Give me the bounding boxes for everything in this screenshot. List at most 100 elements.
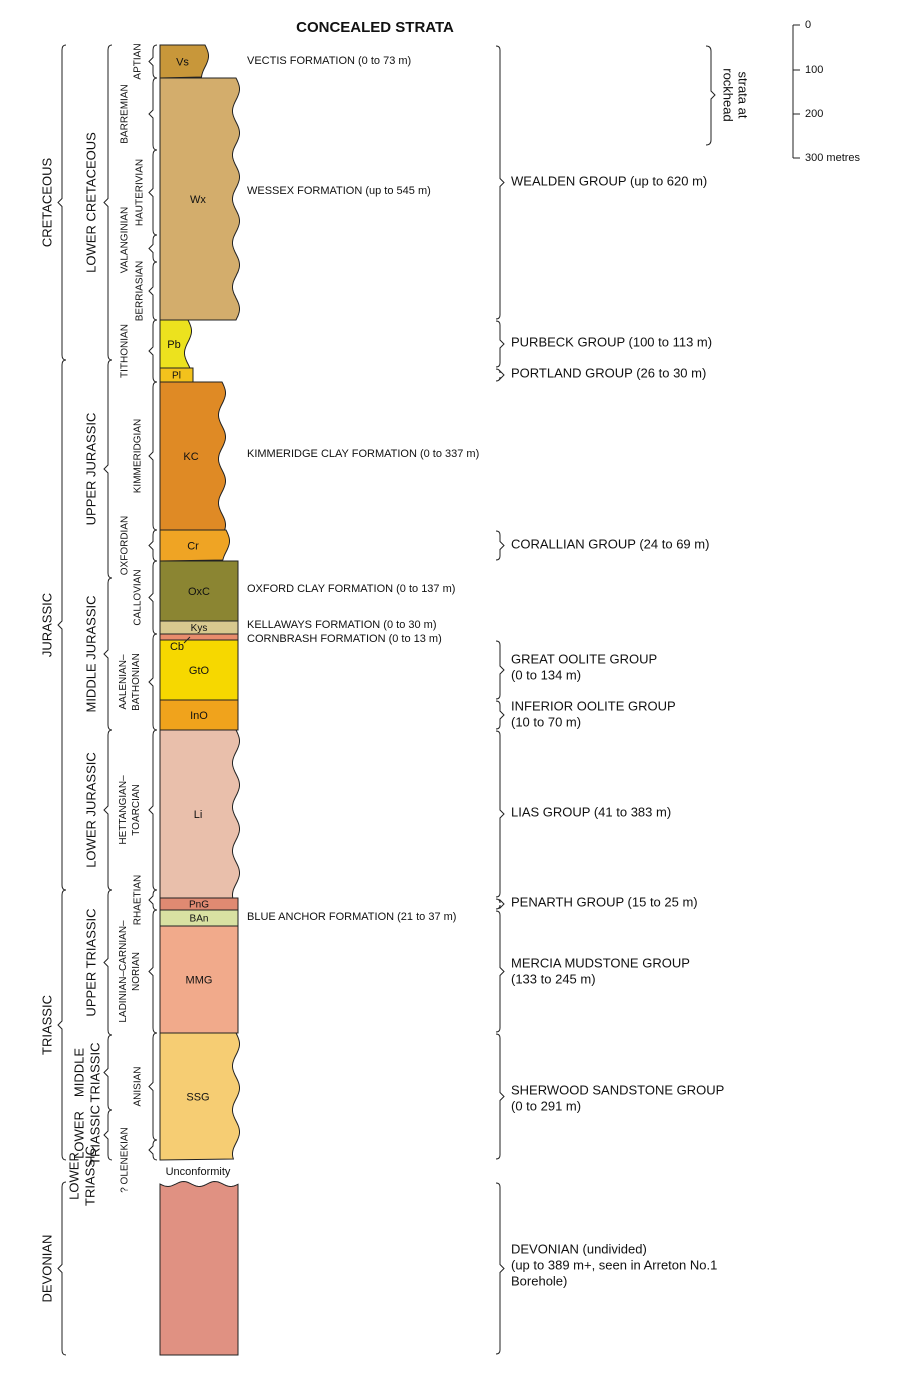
scale-label: 100 xyxy=(805,64,823,76)
group-label: SHERWOOD SANDSTONE GROUP xyxy=(511,1082,724,1097)
stage-bracket xyxy=(148,381,158,531)
stage-label: ? OLENEKIAN xyxy=(120,1127,131,1193)
unit-code: SSG xyxy=(186,1091,209,1103)
stage-label: BARREMIAN xyxy=(120,84,131,143)
group-label: PENARTH GROUP (15 to 25 m) xyxy=(511,894,698,909)
epoch-label: LOWER CRETACEOUS xyxy=(83,132,98,273)
stage-label: VALANGINIAN xyxy=(120,207,131,274)
epoch-label: LOWER xyxy=(71,1111,86,1159)
epoch-bracket xyxy=(103,44,113,361)
unit-code: KC xyxy=(183,451,198,463)
stratum xyxy=(159,1032,240,1161)
stage-label: TOARCIAN xyxy=(131,784,142,836)
scale-label: 300 metres xyxy=(805,152,861,164)
stage-bracket xyxy=(148,560,158,635)
unit-code: InO xyxy=(190,710,208,722)
scale-note: rockhead xyxy=(721,68,736,121)
group-label: INFERIOR OOLITE GROUP xyxy=(511,698,676,713)
stage-label: RHAETIAN xyxy=(133,875,144,926)
stage-label: TITHONIAN xyxy=(120,324,131,378)
stage-bracket xyxy=(148,729,158,891)
scale-note: strata at xyxy=(736,72,751,119)
stratum xyxy=(159,529,230,562)
period-label: CRETACEOUS xyxy=(39,158,54,248)
stratum xyxy=(159,381,226,531)
unit-code: Vs xyxy=(176,56,189,68)
epoch-bracket xyxy=(103,577,113,731)
stage-bracket xyxy=(148,909,158,1034)
period-bracket xyxy=(57,44,67,361)
group-label: PORTLAND GROUP (26 to 30 m) xyxy=(511,365,706,380)
stage-label: HAUTERIVIAN xyxy=(135,159,146,226)
stage-bracket xyxy=(148,889,158,911)
unit-code: Cr xyxy=(187,540,199,552)
formation-label: KELLAWAYS FORMATION (0 to 30 m) xyxy=(247,619,436,631)
group-brace xyxy=(495,730,505,898)
unit-code: MMG xyxy=(186,974,213,986)
group-brace xyxy=(495,640,505,700)
stratum xyxy=(159,44,209,79)
scale-brace xyxy=(705,45,716,146)
unit-code: Pb xyxy=(167,339,180,351)
group-label: DEVONIAN (undivided) xyxy=(511,1241,647,1256)
stage-bracket xyxy=(148,234,158,263)
unconformity-label: Unconformity xyxy=(166,1166,231,1178)
stage-bracket xyxy=(148,529,158,562)
group-brace xyxy=(495,45,505,320)
unit-code: Cb xyxy=(170,641,184,653)
period-bracket xyxy=(57,889,67,1161)
group-label: WEALDEN GROUP (up to 620 m) xyxy=(511,173,707,188)
group-label: GREAT OOLITE GROUP xyxy=(511,651,657,666)
epoch-bracket xyxy=(103,359,113,579)
group-label: (0 to 134 m) xyxy=(511,667,581,682)
epoch-bracket xyxy=(103,1034,113,1111)
epoch-label: TRIASSIC xyxy=(87,1105,102,1165)
stage-bracket xyxy=(148,1139,158,1161)
period-label: DEVONIAN xyxy=(39,1235,54,1303)
stage-label: APTIAN xyxy=(133,43,144,79)
formation-label: KIMMERIDGE CLAY FORMATION (0 to 337 m) xyxy=(247,448,479,460)
unit-code: Li xyxy=(194,809,203,821)
formation-label: BLUE ANCHOR FORMATION (21 to 37 m) xyxy=(247,911,456,923)
group-label: MERCIA MUDSTONE GROUP xyxy=(511,955,690,970)
unit-code: Wx xyxy=(190,194,206,206)
stage-bracket xyxy=(148,149,158,236)
stage-bracket xyxy=(148,44,158,79)
unit-code: OxC xyxy=(188,586,210,598)
epoch-label: UPPER JURASSIC xyxy=(83,413,98,526)
group-brace xyxy=(495,1182,505,1355)
group-brace xyxy=(495,898,505,910)
stage-label: OXFORDIAN xyxy=(120,516,131,575)
title: CONCEALED STRATA xyxy=(296,19,454,36)
epoch-label: MIDDLE xyxy=(71,1048,86,1097)
stage-bracket xyxy=(148,77,158,151)
group-brace xyxy=(495,368,505,382)
stratum xyxy=(159,77,240,321)
group-brace xyxy=(495,320,505,368)
group-brace xyxy=(495,700,505,730)
stage-bracket xyxy=(148,319,158,383)
formation-label: WESSEX FORMATION (up to 545 m) xyxy=(247,185,431,197)
epoch-label: MIDDLE JURASSIC xyxy=(83,595,98,712)
formation-label: OXFORD CLAY FORMATION (0 to 137 m) xyxy=(247,583,455,595)
period-label: TRIASSIC xyxy=(39,995,54,1055)
formation-label: VECTIS FORMATION (0 to 73 m) xyxy=(247,55,411,67)
epoch-bracket xyxy=(103,889,113,1036)
epoch-label: LOWER JURASSIC xyxy=(83,752,98,868)
period-label: JURASSIC xyxy=(39,593,54,657)
scale-label: 0 xyxy=(805,19,811,31)
group-brace xyxy=(495,530,505,561)
stage-bracket xyxy=(148,261,158,321)
stratum xyxy=(159,925,239,1034)
group-label: Borehole) xyxy=(511,1273,567,1288)
group-label: (0 to 291 m) xyxy=(511,1098,581,1113)
stage-label: KIMMERIDGIAN xyxy=(133,419,144,493)
group-label: (133 to 245 m) xyxy=(511,971,596,986)
scale-label: 200 xyxy=(805,108,823,120)
stage-label: CALLOVIAN xyxy=(133,569,144,625)
stratum xyxy=(159,699,239,731)
stage-label: HETTANGIAN– xyxy=(118,775,129,845)
group-label: (10 to 70 m) xyxy=(511,714,581,729)
stage-label: AALENIAN– xyxy=(118,654,129,709)
